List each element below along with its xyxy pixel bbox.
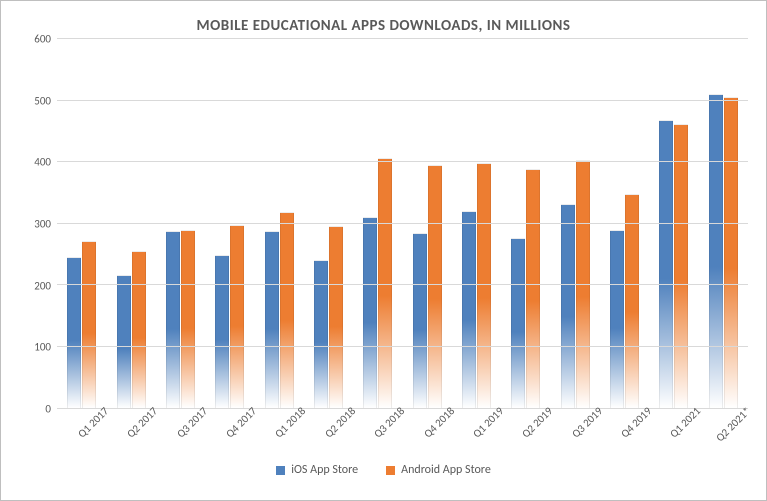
- bar: [230, 225, 244, 408]
- bar: [181, 230, 195, 408]
- y-tick-label: 400: [34, 156, 51, 169]
- bar: [280, 212, 294, 408]
- plot: [57, 39, 748, 409]
- bar-group: [304, 39, 353, 408]
- chart-container: MOBILE EDUCATIONAL APPS DOWNLOADS, IN MI…: [0, 0, 767, 501]
- y-tick-label: 100: [34, 341, 51, 354]
- y-axis: 0100200300400500600: [19, 39, 57, 409]
- bar: [166, 231, 180, 408]
- bar: [659, 120, 673, 408]
- bar: [462, 211, 476, 408]
- bar: [314, 260, 328, 408]
- bar-group: [254, 39, 303, 408]
- bar-group: [649, 39, 698, 408]
- bar: [477, 163, 491, 408]
- y-tick-label: 200: [34, 279, 51, 292]
- bar-group: [205, 39, 254, 408]
- gridline: [57, 100, 748, 101]
- gridline: [57, 161, 748, 162]
- bar: [132, 251, 146, 408]
- bar-group: [600, 39, 649, 408]
- bar-group: [106, 39, 155, 408]
- bar-group: [156, 39, 205, 408]
- legend-swatch: [276, 466, 285, 475]
- bar: [610, 230, 624, 408]
- bar: [67, 257, 81, 408]
- gridline: [57, 346, 748, 347]
- y-tick-label: 0: [45, 403, 51, 416]
- plot-area: 0100200300400500600: [19, 39, 748, 409]
- y-tick-label: 600: [34, 33, 51, 46]
- bar: [625, 194, 639, 408]
- bar: [561, 204, 575, 408]
- bar: [674, 124, 688, 408]
- bar-group: [501, 39, 550, 408]
- bar: [526, 169, 540, 408]
- bar: [329, 226, 343, 408]
- y-tick-label: 300: [34, 218, 51, 231]
- chart-title: MOBILE EDUCATIONAL APPS DOWNLOADS, IN MI…: [19, 17, 748, 35]
- bar-group: [699, 39, 748, 408]
- bar: [413, 233, 427, 408]
- bar: [724, 97, 738, 408]
- bar: [428, 165, 442, 408]
- bar-group: [57, 39, 106, 408]
- bar-group: [452, 39, 501, 408]
- gridline: [57, 223, 748, 224]
- bar-group: [551, 39, 600, 408]
- bar-group: [353, 39, 402, 408]
- bar: [265, 231, 279, 408]
- gridline: [57, 38, 748, 39]
- gridline: [57, 284, 748, 285]
- bar: [82, 241, 96, 408]
- y-tick-label: 500: [34, 94, 51, 107]
- bar: [117, 275, 131, 408]
- bars-layer: [57, 39, 748, 408]
- bar: [215, 255, 229, 408]
- bar-group: [403, 39, 452, 408]
- bar: [511, 238, 525, 408]
- bar: [363, 217, 377, 408]
- x-axis: Q1 2017Q2 2017Q3 2017Q4 2017Q1 2018Q2 20…: [57, 409, 748, 459]
- bar: [709, 94, 723, 408]
